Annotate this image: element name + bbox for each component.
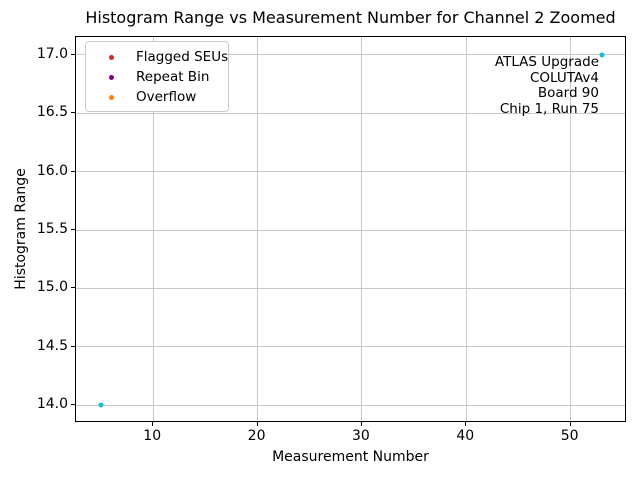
x-gridline bbox=[361, 37, 363, 421]
x-gridline bbox=[257, 37, 259, 421]
x-tick-label: 50 bbox=[560, 428, 579, 444]
annotation-block: ATLAS Upgrade COLUTAv4 Board 90 Chip 1, … bbox=[494, 54, 599, 117]
x-tick-mark bbox=[152, 422, 154, 426]
data-point bbox=[98, 402, 104, 408]
y-tick-mark bbox=[71, 53, 75, 55]
x-axis-label: Measurement Number bbox=[272, 449, 429, 465]
x-tick-label: 10 bbox=[143, 428, 162, 444]
legend-item-label: Repeat Bin bbox=[136, 69, 210, 85]
legend: Flagged SEUs Repeat Bin Overflow bbox=[85, 41, 229, 112]
y-gridline bbox=[76, 287, 625, 289]
y-tick-mark bbox=[71, 287, 75, 289]
y-tick-label: 14.0 bbox=[36, 396, 68, 413]
x-tick-mark bbox=[256, 422, 258, 426]
x-tick-label: 40 bbox=[456, 428, 475, 444]
y-tick-label: 14.5 bbox=[36, 337, 68, 354]
x-tick-mark bbox=[360, 422, 362, 426]
legend-item-label: Overflow bbox=[136, 89, 197, 105]
legend-item-flagged-seus: Flagged SEUs bbox=[86, 47, 228, 67]
y-tick-mark bbox=[71, 170, 75, 172]
annotation-line: Chip 1, Run 75 bbox=[499, 100, 599, 117]
legend-item-repeat-bin: Repeat Bin bbox=[86, 67, 228, 87]
chart-title: Histogram Range vs Measurement Number fo… bbox=[85, 8, 616, 27]
annotation-line: ATLAS Upgrade bbox=[494, 54, 599, 70]
y-tick-mark bbox=[71, 345, 75, 347]
y-tick-label: 15.5 bbox=[36, 221, 68, 237]
x-gridline bbox=[152, 37, 154, 421]
y-gridline bbox=[76, 112, 625, 114]
plot-area: Flagged SEUs Repeat Bin Overflow ATLAS U… bbox=[75, 36, 626, 422]
data-point bbox=[599, 52, 605, 58]
flagged-seus-marker-icon bbox=[109, 54, 114, 60]
y-gridline bbox=[76, 346, 625, 348]
x-tick-mark bbox=[465, 422, 467, 426]
y-gridline bbox=[76, 171, 625, 172]
x-tick-label: 30 bbox=[352, 428, 370, 444]
y-tick-label: 17.0 bbox=[36, 45, 68, 62]
y-tick-mark bbox=[71, 404, 75, 406]
overflow-marker-icon bbox=[109, 94, 114, 100]
y-tick-label: 16.0 bbox=[36, 162, 68, 179]
repeat-bin-marker-icon bbox=[109, 74, 114, 80]
x-gridline bbox=[570, 37, 572, 421]
x-tick-mark bbox=[569, 422, 571, 426]
y-tick-mark bbox=[71, 229, 75, 230]
y-tick-mark bbox=[71, 112, 75, 114]
y-tick-label: 15.0 bbox=[36, 279, 68, 296]
y-tick-label: 16.5 bbox=[36, 104, 68, 121]
y-gridline bbox=[76, 54, 625, 56]
y-gridline bbox=[76, 229, 625, 231]
annotation-line: Board 90 bbox=[537, 85, 599, 101]
x-gridline bbox=[465, 37, 467, 421]
annotation-line: COLUTAv4 bbox=[529, 69, 599, 86]
y-gridline bbox=[76, 404, 625, 406]
x-tick-label: 20 bbox=[247, 428, 266, 444]
legend-item-label: Flagged SEUs bbox=[136, 49, 229, 65]
legend-item-overflow: Overflow bbox=[86, 87, 228, 107]
